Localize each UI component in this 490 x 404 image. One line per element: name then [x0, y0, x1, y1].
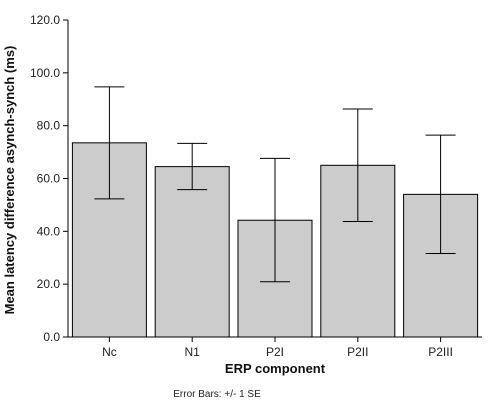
error-bar-n1	[177, 142, 208, 191]
y-tick-label: 20.0	[37, 277, 61, 291]
bar-n1	[154, 166, 230, 338]
x-axis-title: ERP component	[225, 361, 326, 376]
error-bar-nc	[94, 86, 125, 200]
y-axis-ticks: 0.0 20.0 40.0 60.0 80.0 100.0 120.0	[30, 13, 68, 344]
x-tick-label-p2iii: P2III	[428, 345, 453, 359]
x-tick-label-p2i: P2I	[266, 345, 284, 359]
bars	[71, 142, 479, 338]
error-bar-p2ii	[342, 108, 373, 223]
error-bar-p2iii	[425, 134, 456, 255]
x-tick-label-n1: N1	[185, 345, 201, 359]
y-tick-label: 40.0	[37, 224, 61, 238]
error-bar-p2i	[260, 157, 290, 283]
y-tick-label: 0.0	[43, 330, 60, 344]
error-bars	[94, 86, 456, 283]
x-tick-label-nc: Nc	[102, 345, 117, 359]
x-axis-ticks: Nc N1 P2I P2II P2III	[102, 337, 453, 359]
y-tick-label: 80.0	[37, 119, 61, 133]
y-tick-label: 120.0	[30, 13, 60, 27]
x-tick-label-p2ii: P2II	[347, 345, 368, 359]
y-tick-label: 100.0	[30, 66, 60, 80]
y-axis-title: Mean latency difference asynch-synch (ms…	[2, 46, 17, 315]
error-bars-footnote: Error Bars: +/- 1 SE	[173, 389, 261, 400]
y-tick-label: 60.0	[37, 172, 61, 186]
